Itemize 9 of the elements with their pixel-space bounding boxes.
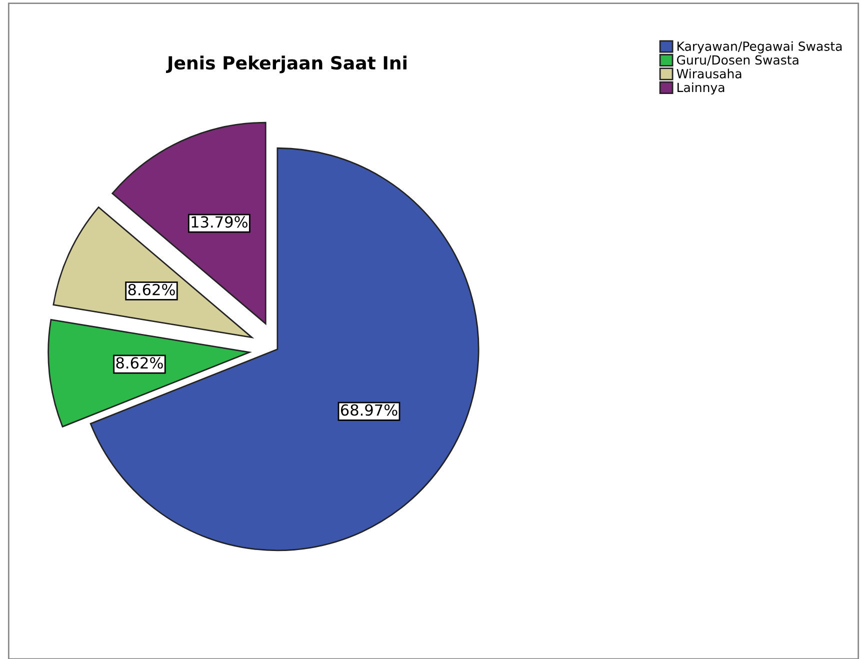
data-label: 68.97%: [340, 404, 398, 416]
data-label: 8.62%: [128, 284, 175, 296]
legend-label: Karyawan/Pegawai Swasta: [678, 41, 842, 54]
text: Jenis Pekerjaan Saat Ini: [166, 56, 406, 74]
legend-label: Wirausaha: [676, 68, 742, 78]
legend-label: Lainnya: [678, 82, 724, 95]
data-label: 8.62%: [116, 357, 163, 369]
data-label: 13.79%: [192, 216, 248, 228]
legend-label: Guru/Dosen Swasta: [677, 55, 798, 66]
